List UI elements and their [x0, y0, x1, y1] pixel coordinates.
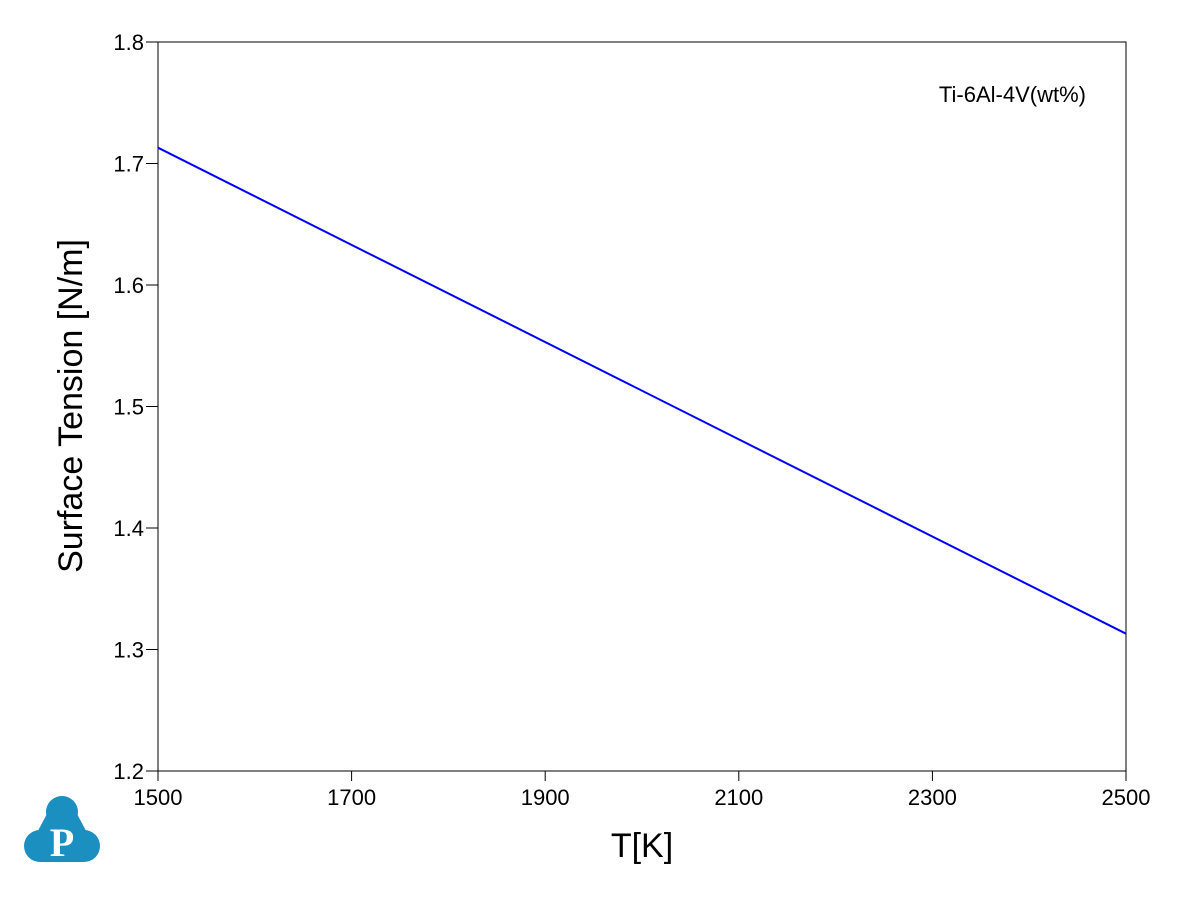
- x-tick-label: 2500: [1102, 785, 1151, 810]
- plot-frame: [157, 41, 1127, 772]
- y-tick-label: 1.8: [113, 30, 144, 55]
- x-tick-label: 2100: [714, 785, 763, 810]
- y-tick-label: 1.7: [113, 152, 144, 177]
- x-tick-label: 1700: [327, 785, 376, 810]
- y-tick-label: 1.2: [113, 759, 144, 784]
- logo: P: [24, 796, 100, 865]
- y-tick-label: 1.5: [113, 395, 144, 420]
- series-line: [157, 146, 1127, 635]
- x-axis-label: T[K]: [611, 827, 673, 865]
- logo-body: [32, 812, 92, 862]
- y-tick-label: 1.6: [113, 273, 144, 298]
- x-tick-label: 1900: [521, 785, 570, 810]
- x-tick-label: 2300: [908, 785, 957, 810]
- y-tick-label: 1.4: [113, 516, 144, 541]
- annotation: Ti-6Al-4V(wt%): [939, 82, 1086, 107]
- y-axis-label: Surface Tension [N/m]: [52, 239, 90, 573]
- y-tick-label: 1.3: [113, 638, 144, 663]
- x-tick-label: 1500: [134, 785, 183, 810]
- logo-letter: P: [50, 820, 74, 865]
